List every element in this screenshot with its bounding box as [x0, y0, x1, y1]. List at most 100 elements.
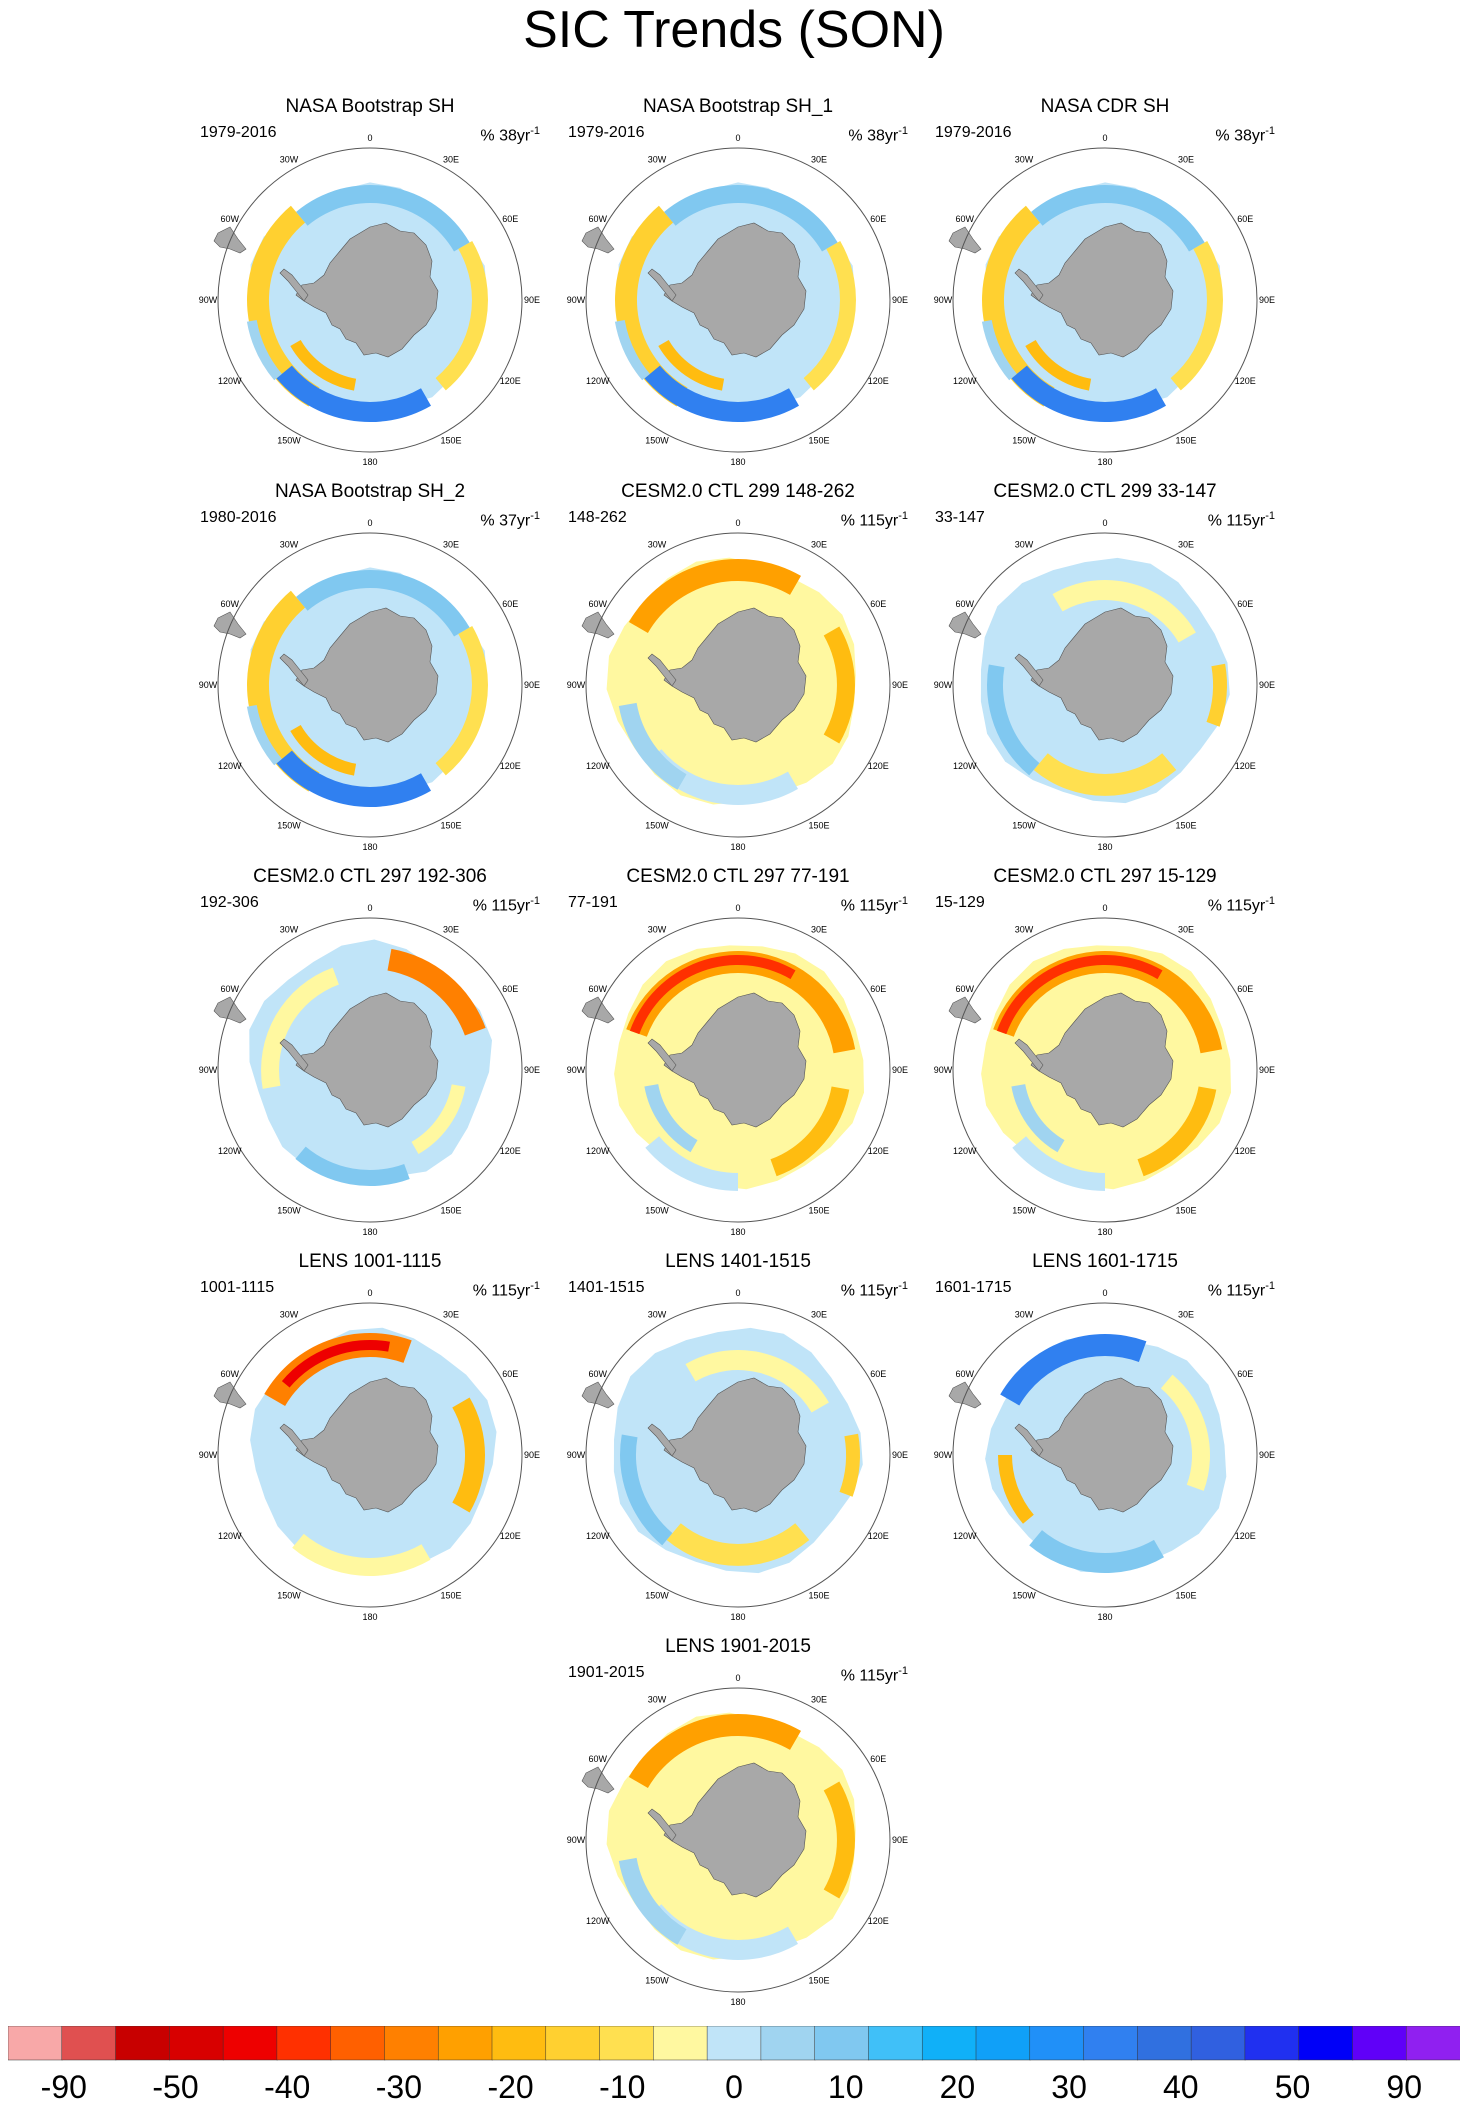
longitude-label: 150E [440, 1590, 461, 1600]
longitude-label: 30W [280, 155, 299, 165]
trend-region [685, 1350, 829, 1413]
colorbar-swatch [868, 2026, 923, 2061]
trend-region [628, 1714, 801, 1788]
panel-period: 1401-1515 [568, 1279, 645, 1296]
longitude-label: 0 [367, 903, 372, 913]
longitude-label: 90W [567, 1835, 586, 1845]
antarctica-land [1030, 222, 1174, 358]
colorbar-swatch [1029, 2026, 1085, 2061]
trend-region [646, 1904, 798, 1960]
longitude-label: 180 [730, 1612, 745, 1622]
longitude-label: 30W [280, 925, 299, 935]
longitude-label: 90E [892, 1065, 908, 1075]
antarctica-land [295, 992, 439, 1128]
trend-region [295, 1146, 410, 1187]
longitude-label: 60W [588, 984, 607, 994]
trend-region [281, 1339, 390, 1388]
longitude-label: 120W [953, 376, 977, 386]
longitude-label: 90W [199, 680, 218, 690]
longitude-label: 0 [1102, 1288, 1107, 1298]
colorbar-swatch [653, 2026, 708, 2061]
trend-region [292, 1533, 431, 1577]
figure-title: SIC Trends (SON) [523, 1, 945, 59]
longitude-label: 60W [220, 214, 239, 224]
map-border [952, 1302, 1258, 1608]
longitude-label: 180 [730, 457, 745, 467]
antarctica-land [663, 1762, 807, 1898]
polar-map: 0 30E 60E 90E 120E 150E 180 150W 120W 90W 60W 30W [567, 903, 908, 1237]
trend-region [658, 340, 725, 391]
sic-trend-field [981, 182, 1223, 423]
longitude-label: 150W [1012, 820, 1036, 830]
longitude-label: 150E [440, 435, 461, 445]
map-panel: NASA CDR SH 1979-2016 % 38yr-1 0 30E 60E 90E 12… [934, 95, 1275, 467]
panel-units: % 38yr-1 [1215, 125, 1275, 145]
colorbar-label: -20 [487, 2069, 533, 2105]
map-panel: CESM2.0 CTL 299 148-262 148-262% 115yr-1 0… [567, 480, 908, 852]
panel-period: 15-129 [935, 894, 985, 911]
colorbar-swatch [1405, 2026, 1460, 2061]
map-border [217, 1302, 523, 1608]
longitude-label: 180 [362, 1227, 377, 1237]
longitude-label: 60E [1237, 599, 1253, 609]
longitude-label: 60E [502, 1369, 518, 1379]
longitude-label: 30E [443, 925, 459, 935]
panel-units: % 115yr-1 [1207, 895, 1275, 915]
antarctica-land [1030, 992, 1174, 1128]
panel-title: CESM2.0 CTL 299 148-262 [621, 481, 855, 502]
colorbar-swatch [222, 2026, 278, 2061]
panel-title: NASA Bootstrap SH_1 [642, 96, 834, 117]
longitude-label: 150E [1175, 1590, 1196, 1600]
panel-units: % 38yr-1 [480, 125, 540, 145]
longitude-label: 90W [934, 295, 953, 305]
panel-title: NASA Bootstrap SH [285, 96, 455, 117]
antarctica-land [295, 1377, 439, 1513]
longitude-label: 180 [730, 1997, 745, 2007]
longitude-label: 60W [955, 214, 974, 224]
longitude-label: 60E [502, 599, 518, 609]
longitude-label: 60W [588, 1754, 607, 1764]
longitude-label: 60E [870, 214, 886, 224]
longitude-label: 90E [524, 295, 540, 305]
map-panel: LENS 1601-1715 1601-1715 % 115yr-1 0 30E 60E 9… [934, 1250, 1275, 1622]
trend-region [290, 340, 357, 391]
longitude-label: 30W [280, 1310, 299, 1320]
longitude-label: 180 [1097, 842, 1112, 852]
longitude-label: 120E [868, 761, 889, 771]
longitude-label: 30E [1178, 155, 1194, 165]
polar-map: 0 30E 60E 90E 120E 150E 180 150W 120W 90W 60W 30W [199, 1288, 540, 1622]
panel-title: CESM2.0 CTL 299 33-147 [993, 481, 1217, 502]
longitude-label: 150W [277, 820, 301, 830]
trend-region [1000, 1333, 1147, 1406]
longitude-label: 120W [586, 1146, 610, 1156]
colorbar-swatch [1083, 2026, 1139, 2061]
panel-period: 1601-1715 [935, 1279, 1012, 1296]
map-panel: CESM2.0 CTL 297 15-129 15-129 % 115yr-1 0 30… [934, 865, 1275, 1237]
longitude-label: 60W [588, 214, 607, 224]
longitude-label: 30W [648, 925, 667, 935]
longitude-label: 90W [567, 295, 586, 305]
longitude-label: 180 [730, 842, 745, 852]
trend-region [981, 320, 1017, 381]
trend-region [803, 241, 856, 391]
longitude-label: 90E [524, 1450, 540, 1460]
colorbar-swatch [1352, 2026, 1407, 2061]
colorbar-swatch [384, 2026, 439, 2061]
longitude-label: 150W [1012, 1590, 1036, 1600]
longitude-label: 60W [220, 984, 239, 994]
map-border [585, 917, 891, 1223]
panel-period: 1980-2016 [200, 509, 277, 526]
longitude-label: 90E [892, 1835, 908, 1845]
colorbar-swatch [1190, 2026, 1246, 2061]
longitude-label: 60E [1237, 1369, 1253, 1379]
longitude-label: 30W [648, 1310, 667, 1320]
longitude-label: 90E [892, 1450, 908, 1460]
longitude-label: 90W [199, 1065, 218, 1075]
map-border [952, 147, 1258, 453]
longitude-label: 120W [586, 376, 610, 386]
panel-period: 33-147 [935, 509, 985, 526]
map-panel: CESM2.0 CTL 297 192-306 192-306% 115yr-1 0… [199, 865, 540, 1237]
panel-units: % 115yr-1 [1207, 510, 1275, 530]
trend-region [1170, 241, 1223, 391]
panel-period: 192-306 [200, 894, 259, 911]
